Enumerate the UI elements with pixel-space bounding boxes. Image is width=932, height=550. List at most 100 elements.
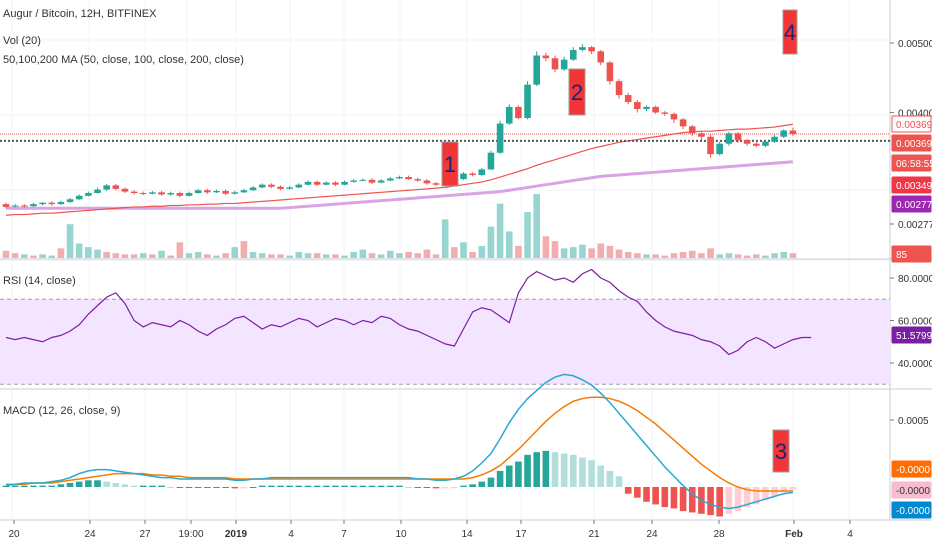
volume-bar [743, 255, 751, 258]
candle-body [341, 181, 348, 185]
volume-bar [588, 248, 595, 258]
candle-body [707, 136, 714, 155]
histogram-bar [103, 481, 110, 487]
volume-bar [615, 249, 623, 258]
grid [0, 0, 932, 521]
volume-bar [414, 253, 422, 258]
histogram-bar [359, 485, 367, 487]
candle-body [679, 119, 687, 127]
volume-bar [762, 255, 769, 258]
volume-bar [48, 255, 56, 258]
volume-bar [231, 247, 239, 258]
candle-body [698, 133, 705, 137]
histogram-bar [643, 487, 650, 502]
histogram-bar [350, 485, 357, 487]
candle-body [469, 173, 476, 175]
candle-body [103, 185, 110, 190]
candle-body [75, 195, 83, 200]
candle-body [533, 55, 540, 85]
candle-body [762, 141, 769, 146]
macd-label: MACD (12, 26, close, 9) [3, 405, 120, 417]
annotation-markers: 1 2 3 4 [441, 9, 798, 473]
candle-body [743, 140, 751, 144]
histogram-bar [451, 487, 458, 489]
histogram-bar [716, 487, 723, 517]
macd-pane[interactable]: MACD (12, 26, close, 9) [2, 373, 797, 517]
candle-body [643, 106, 650, 109]
candle-body [11, 205, 19, 207]
price-scale[interactable]: 0.0050000 0.0040000 0.0027702 80.0000 60.000… [890, 39, 932, 427]
candle-body [112, 185, 120, 189]
volume-bar [771, 253, 778, 258]
volume-badge-bg [891, 245, 932, 263]
histogram-bar [94, 480, 101, 487]
volume-bar [332, 254, 339, 258]
volume-bar [277, 254, 284, 258]
rsi-label: RSI (14, close) [3, 275, 76, 287]
volume-bar [652, 254, 659, 258]
volume-bar [597, 243, 605, 258]
histogram-bar [249, 487, 257, 488]
histogram-bar [725, 487, 733, 514]
countdown-badge: 06:58:55 [896, 159, 932, 170]
price-badges: 0.0036917 0.0036917 06:58:55 0.0034928 0.002… [891, 115, 932, 519]
histogram-bar [48, 485, 56, 487]
candle-body [94, 189, 101, 194]
histogram-bar [149, 485, 156, 487]
candle-body [167, 193, 174, 195]
histogram-bar [634, 487, 641, 498]
candle-body [670, 113, 678, 120]
candle-body [414, 179, 422, 181]
candle-body [688, 126, 696, 134]
marker-2-label: 2 [571, 80, 583, 105]
candle-body [387, 178, 394, 181]
price-pane[interactable]: 1 2 3 4 Augur / Bitcoin, 12H, BITFINEX Vol … [0, 8, 890, 473]
histogram-bar [112, 482, 120, 487]
macd-line [6, 373, 794, 510]
volume-bar [149, 254, 156, 258]
candle-body [350, 180, 357, 182]
candle-body [597, 51, 605, 63]
histogram-bar [313, 485, 321, 487]
volume-bar [551, 241, 559, 258]
volume-bar [85, 247, 92, 258]
candle-body [322, 182, 330, 185]
candle-body [734, 133, 742, 141]
volume-bar [213, 255, 220, 258]
volume-bar [423, 249, 431, 258]
candle-body [249, 187, 257, 191]
x-tick-label: 28 [713, 529, 725, 540]
histogram-bar [432, 487, 440, 489]
histogram-bar [240, 487, 248, 489]
time-scale[interactable]: 20 24 27 19:00 2019 4 7 10 14 17 21 24 28 Feb 4 [8, 520, 853, 540]
rsi-pane[interactable]: RSI (14, close) [0, 268, 890, 385]
volume-bar [176, 242, 184, 258]
y-tick-label: 0.0050000 [898, 39, 932, 50]
x-tick-label: 24 [84, 529, 96, 540]
candle-body [634, 102, 641, 109]
candle-body [130, 191, 138, 194]
volume-bar [57, 248, 65, 258]
volume-bar [368, 253, 376, 258]
histogram-bar [606, 470, 614, 487]
volume-bar [66, 224, 74, 258]
histogram-bar [743, 487, 751, 508]
candle-body [377, 180, 385, 183]
last-price-badge-bg [891, 115, 932, 133]
macd-histogram [2, 450, 797, 517]
volume-bar [313, 253, 321, 258]
histogram-bar [39, 485, 46, 487]
candle-body [423, 180, 431, 184]
candle-body [432, 183, 440, 185]
candle-body [570, 49, 577, 60]
candle-body [478, 169, 486, 175]
histogram-bar [194, 487, 202, 488]
candle-body [149, 192, 156, 194]
volume-bar [688, 250, 696, 258]
candle-body [780, 130, 788, 137]
candle-body [560, 59, 568, 70]
histogram-bar [286, 485, 293, 487]
histogram-bar [670, 487, 678, 509]
histogram-bar [460, 485, 467, 487]
